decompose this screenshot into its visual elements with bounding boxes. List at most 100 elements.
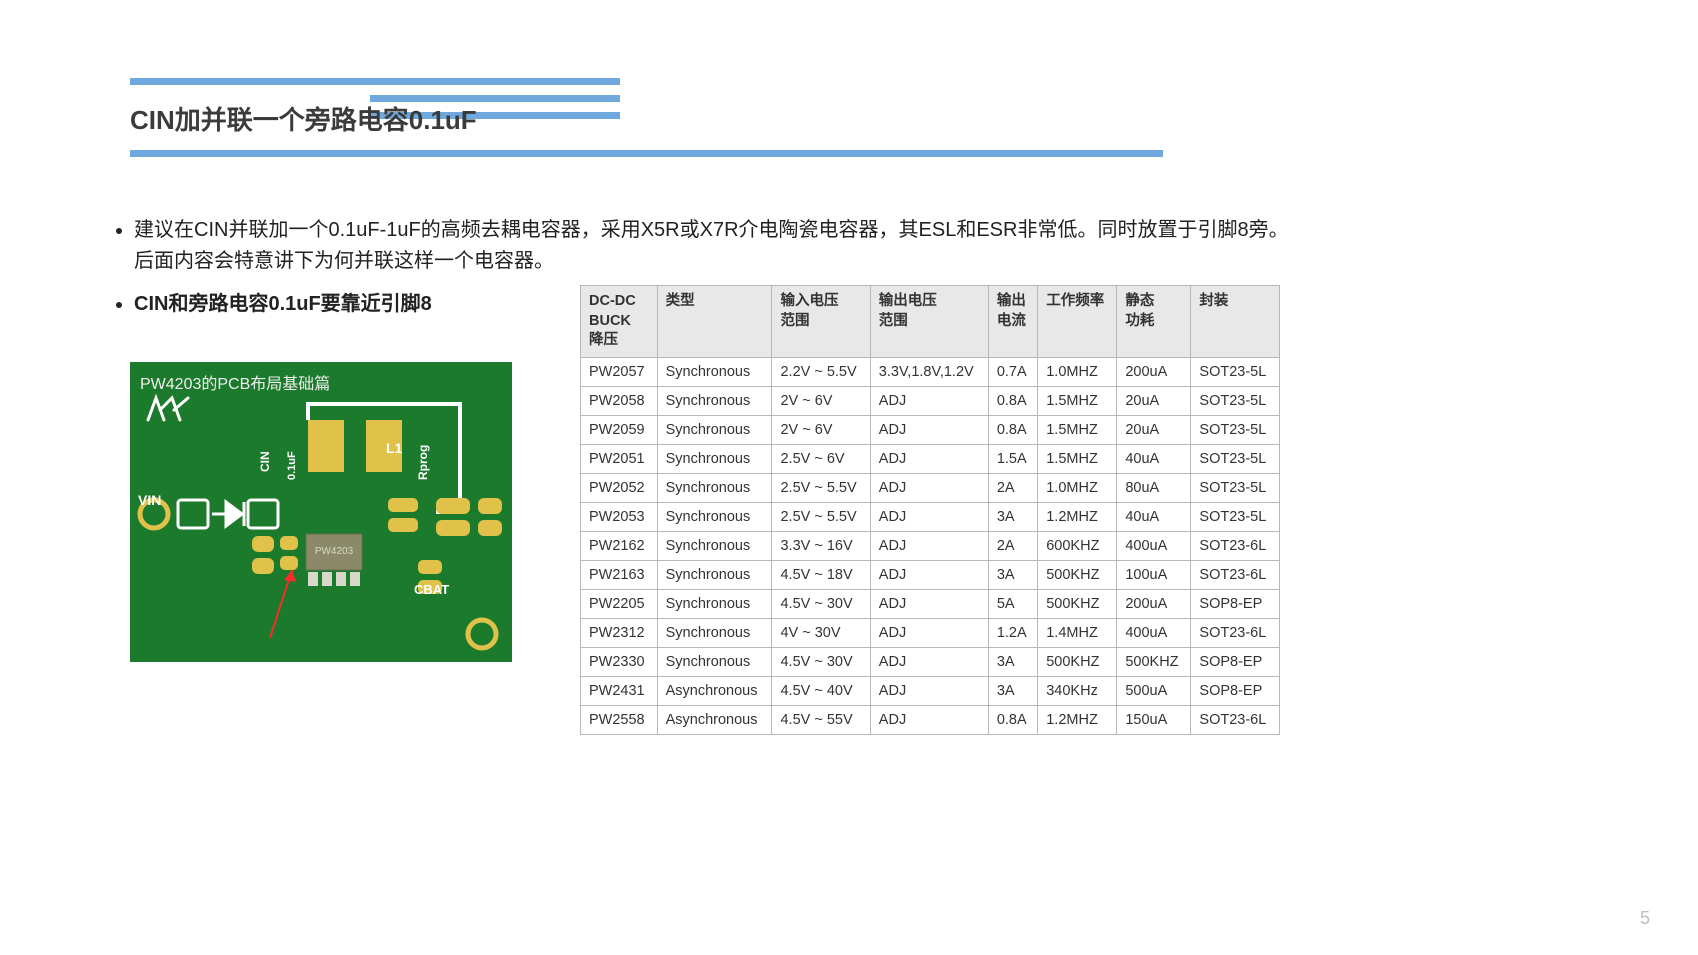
table-row: PW2162Synchronous3.3V ~ 16VADJ2A600KHZ40… bbox=[581, 531, 1280, 560]
table-cell: SOT23-5L bbox=[1191, 357, 1280, 386]
table-cell: 600KHZ bbox=[1038, 531, 1117, 560]
table-cell: 1.5MHZ bbox=[1038, 444, 1117, 473]
bullet-item: 建议在CIN并联加一个0.1uF-1uF的高频去耦电容器，采用X5R或X7R介电… bbox=[134, 215, 1290, 277]
table-cell: PW2330 bbox=[581, 647, 658, 676]
table-cell: PW2312 bbox=[581, 618, 658, 647]
table-cell: Asynchronous bbox=[657, 705, 772, 734]
table-cell: 1.5MHZ bbox=[1038, 386, 1117, 415]
table-cell: SOT23-6L bbox=[1191, 618, 1280, 647]
table-cell: 3A bbox=[988, 676, 1037, 705]
table-cell: 1.0MHZ bbox=[1038, 357, 1117, 386]
table-cell: 1.4MHZ bbox=[1038, 618, 1117, 647]
table-cell: SOT23-5L bbox=[1191, 502, 1280, 531]
table-cell: 200uA bbox=[1117, 357, 1191, 386]
table-cell: 4.5V ~ 18V bbox=[772, 560, 870, 589]
table-cell: ADJ bbox=[870, 386, 988, 415]
table-header-cell: 静态功耗 bbox=[1117, 286, 1191, 358]
table-cell: 0.8A bbox=[988, 705, 1037, 734]
table-cell: ADJ bbox=[870, 531, 988, 560]
table-cell: ADJ bbox=[870, 560, 988, 589]
table-row: PW2058Synchronous2V ~ 6VADJ0.8A1.5MHZ20u… bbox=[581, 386, 1280, 415]
page-title: CIN加并联一个旁路电容0.1uF bbox=[130, 100, 477, 137]
table-cell: PW2053 bbox=[581, 502, 658, 531]
table-cell: 2V ~ 6V bbox=[772, 386, 870, 415]
svg-text:PW4203: PW4203 bbox=[315, 546, 354, 557]
table-cell: 500KHZ bbox=[1038, 647, 1117, 676]
table-cell: Synchronous bbox=[657, 531, 772, 560]
table-cell: Synchronous bbox=[657, 415, 772, 444]
table-cell: SOT23-6L bbox=[1191, 705, 1280, 734]
table-row: PW2053Synchronous2.5V ~ 5.5VADJ3A1.2MHZ4… bbox=[581, 502, 1280, 531]
table-cell: ADJ bbox=[870, 618, 988, 647]
table-cell: 1.0MHZ bbox=[1038, 473, 1117, 502]
table-body: PW2057Synchronous2.2V ~ 5.5V3.3V,1.8V,1.… bbox=[581, 357, 1280, 734]
table-cell: 0.7A bbox=[988, 357, 1037, 386]
table-cell: Synchronous bbox=[657, 444, 772, 473]
spec-table-wrap: DC-DCBUCK降压类型输入电压范围输出电压范围输出电流工作频率静态功耗封装 … bbox=[580, 285, 1280, 735]
table-cell: 400uA bbox=[1117, 618, 1191, 647]
pcb-label-cap: 0.1uF bbox=[286, 451, 298, 480]
table-cell: 2V ~ 6V bbox=[772, 415, 870, 444]
spec-table: DC-DCBUCK降压类型输入电压范围输出电压范围输出电流工作频率静态功耗封装 … bbox=[580, 285, 1280, 735]
table-row: PW2163Synchronous4.5V ~ 18VADJ3A500KHZ10… bbox=[581, 560, 1280, 589]
table-cell: ADJ bbox=[870, 676, 988, 705]
table-cell: Synchronous bbox=[657, 589, 772, 618]
table-cell: ADJ bbox=[870, 502, 988, 531]
table-cell: 2.5V ~ 5.5V bbox=[772, 502, 870, 531]
title-wrap: CIN加并联一个旁路电容0.1uF bbox=[130, 100, 477, 137]
table-cell: 2.2V ~ 5.5V bbox=[772, 357, 870, 386]
table-cell: SOT23-5L bbox=[1191, 444, 1280, 473]
table-cell: 0.8A bbox=[988, 386, 1037, 415]
table-cell: 1.5A bbox=[988, 444, 1037, 473]
table-cell: Synchronous bbox=[657, 618, 772, 647]
table-cell: Asynchronous bbox=[657, 676, 772, 705]
table-cell: PW2163 bbox=[581, 560, 658, 589]
table-cell: Synchronous bbox=[657, 560, 772, 589]
table-cell: 150uA bbox=[1117, 705, 1191, 734]
table-row: PW2312Synchronous4V ~ 30VADJ1.2A1.4MHZ40… bbox=[581, 618, 1280, 647]
table-cell: 500KHZ bbox=[1038, 560, 1117, 589]
table-cell: Synchronous bbox=[657, 357, 772, 386]
pcb-label-vin: VIN bbox=[138, 492, 161, 508]
table-row: PW2051Synchronous2.5V ~ 6VADJ1.5A1.5MHZ4… bbox=[581, 444, 1280, 473]
table-header-row: DC-DCBUCK降压类型输入电压范围输出电压范围输出电流工作频率静态功耗封装 bbox=[581, 286, 1280, 358]
pcb-diagram: PW4203的PCB布局基础篇 PW4203 bbox=[130, 362, 512, 662]
table-header-cell: 输出电压范围 bbox=[870, 286, 988, 358]
table-cell: 1.2A bbox=[988, 618, 1037, 647]
pcb-label-cbat: CBAT bbox=[414, 582, 449, 597]
table-cell: 0.8A bbox=[988, 415, 1037, 444]
table-header-cell: 输入电压范围 bbox=[772, 286, 870, 358]
table-cell: 3A bbox=[988, 560, 1037, 589]
table-cell: ADJ bbox=[870, 415, 988, 444]
table-cell: 3A bbox=[988, 502, 1037, 531]
table-cell: PW2057 bbox=[581, 357, 658, 386]
pcb-label-cin: CIN bbox=[258, 451, 272, 472]
table-cell: SOT23-5L bbox=[1191, 386, 1280, 415]
table-row: PW2330Synchronous4.5V ~ 30VADJ3A500KHZ50… bbox=[581, 647, 1280, 676]
table-cell: Synchronous bbox=[657, 502, 772, 531]
table-cell: 4V ~ 30V bbox=[772, 618, 870, 647]
table-cell: SOP8-EP bbox=[1191, 647, 1280, 676]
table-cell: 5A bbox=[988, 589, 1037, 618]
table-cell: 20uA bbox=[1117, 386, 1191, 415]
table-cell: 40uA bbox=[1117, 502, 1191, 531]
table-cell: 2.5V ~ 6V bbox=[772, 444, 870, 473]
table-cell: ADJ bbox=[870, 589, 988, 618]
table-cell: 1.5MHZ bbox=[1038, 415, 1117, 444]
table-header-cell: 类型 bbox=[657, 286, 772, 358]
table-cell: 2.5V ~ 5.5V bbox=[772, 473, 870, 502]
table-cell: SOT23-6L bbox=[1191, 560, 1280, 589]
table-cell: 3.3V ~ 16V bbox=[772, 531, 870, 560]
table-cell: 4.5V ~ 30V bbox=[772, 647, 870, 676]
table-cell: 1.2MHZ bbox=[1038, 705, 1117, 734]
table-cell: Synchronous bbox=[657, 647, 772, 676]
pcb-svg: PW4203 bbox=[130, 402, 512, 662]
page-number: 5 bbox=[1640, 908, 1650, 929]
table-cell: 500KHZ bbox=[1038, 589, 1117, 618]
pcb-label-l1: L1 bbox=[386, 440, 402, 456]
table-cell: 100uA bbox=[1117, 560, 1191, 589]
table-cell: ADJ bbox=[870, 444, 988, 473]
table-row: PW2431Asynchronous4.5V ~ 40VADJ3A340KHz5… bbox=[581, 676, 1280, 705]
table-cell: ADJ bbox=[870, 647, 988, 676]
table-cell: 500uA bbox=[1117, 676, 1191, 705]
